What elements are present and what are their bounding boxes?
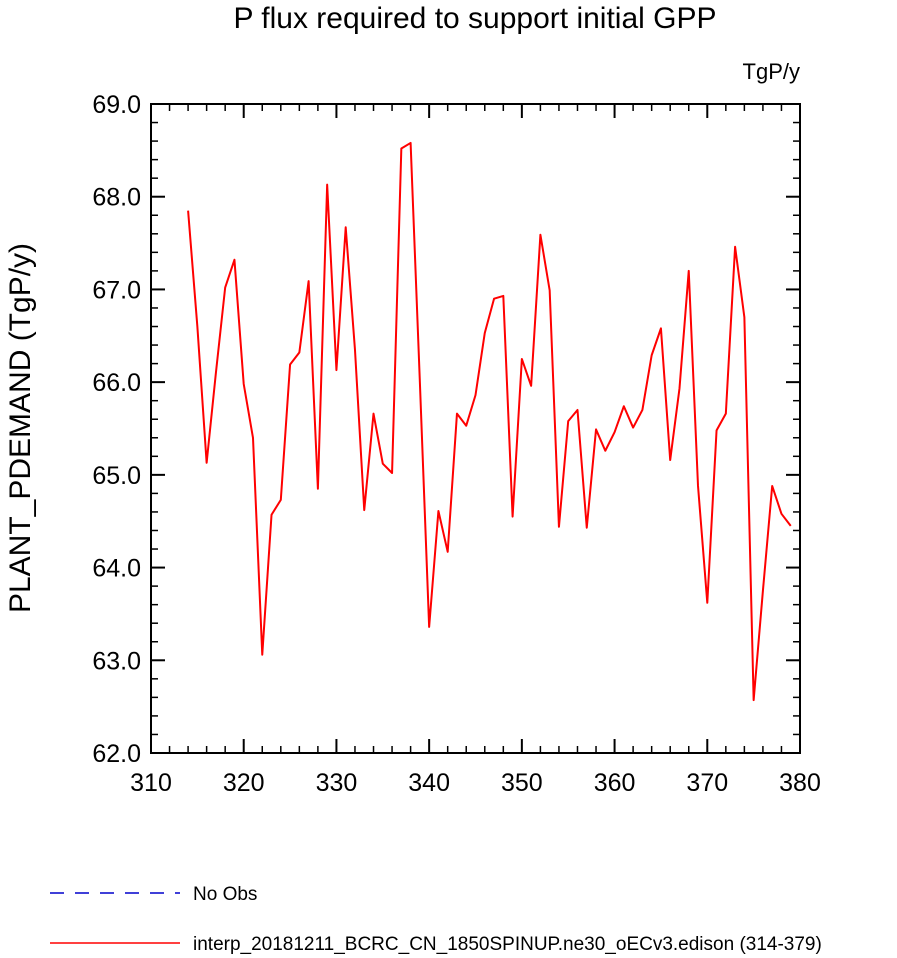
y-tick-label: 65.0 [92, 462, 141, 490]
x-tick-label: 340 [408, 769, 450, 797]
y-tick-label: 63.0 [92, 647, 141, 675]
series-line-1 [187, 141, 792, 702]
x-tick-label: 350 [501, 769, 543, 797]
y-axis-label: PLANT_PDEMAND (TgP/y) [4, 243, 37, 613]
chart-title: P flux required to support initial GPP [233, 2, 716, 35]
y-tick-label: 62.0 [92, 740, 141, 768]
y-tick-label: 68.0 [92, 184, 141, 212]
x-tick-label: 370 [686, 769, 728, 797]
legend-label: No Obs [193, 884, 257, 905]
x-tick-label: 320 [223, 769, 265, 797]
x-tick-label: 360 [594, 769, 636, 797]
units-label: TgP/y [743, 59, 800, 84]
legend: No Obs interp_20181211_BCRC_CN_1850SPINUP… [50, 884, 822, 955]
legend-label: interp_20181211_BCRC_CN_1850SPINUP.ne30_… [193, 934, 822, 955]
plot-area: 310 320 330 340 350 360 370 380 62.0 63.0 64.0 65.0… [92, 91, 821, 797]
y-tick-label: 66.0 [92, 369, 141, 397]
x-tick-label: 330 [316, 769, 358, 797]
plot-frame [150, 103, 801, 754]
y-tick-label: 64.0 [92, 555, 141, 583]
y-tick-label: 69.0 [92, 91, 141, 119]
x-tick-label: 380 [779, 769, 821, 797]
y-tick-label: 67.0 [92, 276, 141, 304]
x-tick-label: 310 [130, 769, 172, 797]
